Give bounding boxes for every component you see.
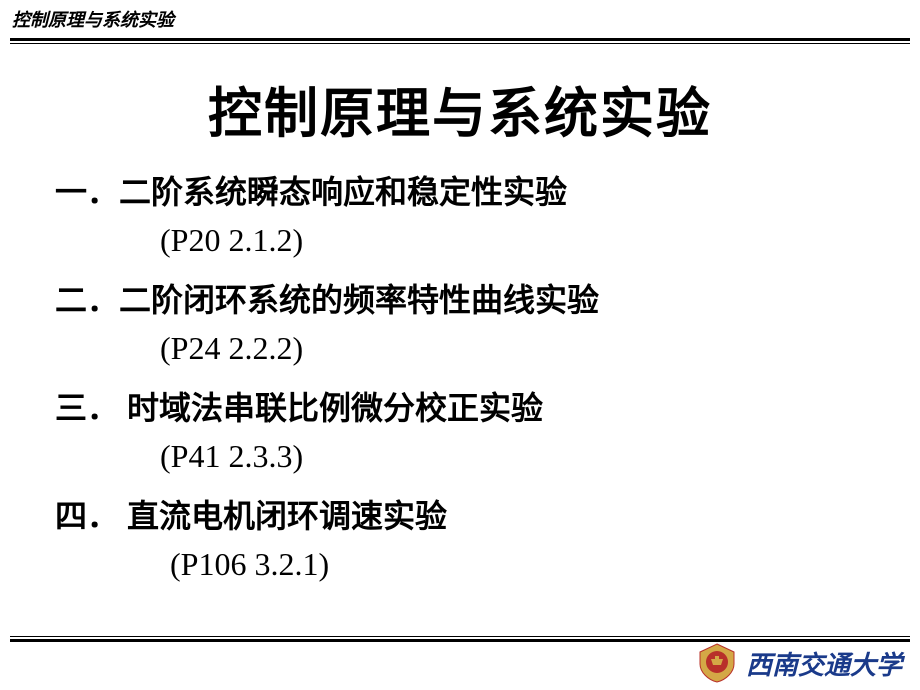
item-reference: (P41 2.3.3) xyxy=(160,432,865,480)
item-title: 时域法串联比例微分校正实验 xyxy=(127,390,543,426)
slide-header: 控制原理与系统实验 xyxy=(0,0,920,36)
item-number: 三． xyxy=(55,390,119,426)
list-item: 二．二阶闭环系统的频率特性曲线实验 (P24 2.2.2) xyxy=(55,276,865,372)
item-reference: (P20 2.1.2) xyxy=(160,216,865,264)
header-rule-thin xyxy=(10,43,910,44)
item-title: 二阶系统瞬态响应和稳定性实验 xyxy=(119,174,567,210)
item-heading: 一．二阶系统瞬态响应和稳定性实验 xyxy=(55,168,865,216)
item-heading: 三． 时域法串联比例微分校正实验 xyxy=(55,384,865,432)
header-rule-thick xyxy=(10,38,910,41)
item-title: 二阶闭环系统的频率特性曲线实验 xyxy=(119,282,599,318)
item-reference: (P106 3.2.1) xyxy=(170,540,865,588)
item-title: 直流电机闭环调速实验 xyxy=(127,498,447,534)
item-reference: (P24 2.2.2) xyxy=(160,324,865,372)
item-heading: 四． 直流电机闭环调速实验 xyxy=(55,492,865,540)
item-number: 一． xyxy=(55,174,119,210)
list-item: 一．二阶系统瞬态响应和稳定性实验 (P20 2.1.2) xyxy=(55,168,865,264)
item-heading: 二．二阶闭环系统的频率特性曲线实验 xyxy=(55,276,865,324)
footer-logo-area: 西南交通大学 xyxy=(696,642,902,684)
list-item: 三． 时域法串联比例微分校正实验 (P41 2.3.3) xyxy=(55,384,865,480)
university-logo-icon xyxy=(696,642,738,684)
university-name: 西南交通大学 xyxy=(746,645,902,682)
item-number: 四． xyxy=(55,498,119,534)
content-area: 一．二阶系统瞬态响应和稳定性实验 (P20 2.1.2) 二．二阶闭环系统的频率… xyxy=(0,168,920,588)
header-title: 控制原理与系统实验 xyxy=(12,6,908,32)
main-title: 控制原理与系统实验 xyxy=(0,69,920,148)
item-number: 二． xyxy=(55,282,119,318)
list-item: 四． 直流电机闭环调速实验 (P106 3.2.1) xyxy=(55,492,865,588)
footer-rule-thin xyxy=(10,636,910,637)
